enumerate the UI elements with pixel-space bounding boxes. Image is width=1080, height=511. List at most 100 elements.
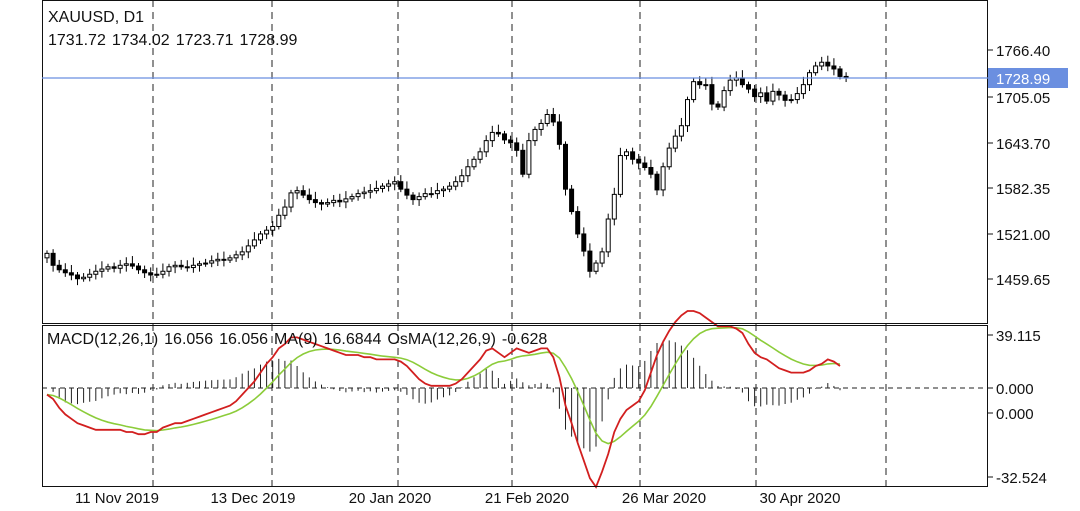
candle xyxy=(123,257,129,272)
candle-body-down xyxy=(136,265,141,271)
candle-body-down xyxy=(319,202,324,205)
candle xyxy=(593,260,599,275)
ohlc-values: 1731.72 1734.02 1723.71 1728.99 xyxy=(48,32,297,50)
candle-body-up xyxy=(471,158,477,168)
candle xyxy=(666,142,672,170)
candle xyxy=(270,221,276,237)
macd-name: MACD(12,26,1) xyxy=(47,331,159,348)
candle xyxy=(306,188,312,204)
candle xyxy=(136,263,141,274)
macd-axis-label: 0.000 xyxy=(996,406,1034,423)
candle xyxy=(770,83,776,106)
candle xyxy=(746,81,751,94)
candle xyxy=(776,88,782,101)
candle-body-down xyxy=(178,264,184,268)
candle xyxy=(526,132,532,179)
candle xyxy=(75,272,80,286)
candle-body-up xyxy=(288,192,294,208)
candle-body-up xyxy=(245,245,251,253)
high-value: 1734.02 xyxy=(111,32,170,49)
candle xyxy=(544,109,550,127)
timeframe-label: D1 xyxy=(123,9,145,26)
candle-body-up xyxy=(160,270,166,275)
candle-body-up xyxy=(197,263,202,266)
candle-body-up xyxy=(465,166,471,177)
candle-body-up xyxy=(392,181,398,185)
candle xyxy=(788,94,794,104)
candle xyxy=(587,243,593,278)
candle-body-down xyxy=(75,274,80,280)
candle xyxy=(672,129,678,153)
price-axis-label: 1459.65 xyxy=(996,272,1050,289)
candle xyxy=(392,176,398,191)
candle xyxy=(258,230,263,245)
candle xyxy=(617,147,623,198)
candle xyxy=(117,259,123,274)
candle-body-up xyxy=(264,229,270,235)
candle xyxy=(373,180,379,194)
candle xyxy=(752,84,758,102)
candle xyxy=(563,141,568,196)
candle-body-up xyxy=(270,225,276,231)
candle-body-down xyxy=(556,121,562,145)
candle xyxy=(715,101,721,111)
candle xyxy=(569,184,575,215)
candle-body-down xyxy=(306,194,312,201)
candle-body-up xyxy=(386,183,392,187)
candle xyxy=(843,72,849,83)
candle-body-up xyxy=(331,199,337,204)
candle-body-down xyxy=(575,211,581,235)
candle xyxy=(288,189,294,213)
candle xyxy=(459,169,465,187)
candle-body-down xyxy=(50,252,56,266)
candle-body-down xyxy=(508,139,514,144)
candle xyxy=(422,188,428,200)
candle-body-up xyxy=(203,262,209,265)
candle xyxy=(319,199,324,211)
date-axis-label: 11 Nov 2019 xyxy=(75,490,159,507)
candle-body-down xyxy=(581,233,587,252)
candle-body-up xyxy=(422,193,428,198)
osma-label: OsMA(12,26,9) xyxy=(387,331,496,348)
candle-body-up xyxy=(611,193,617,220)
macd-axis-label: 39.115 xyxy=(996,328,1041,345)
candle xyxy=(483,135,489,158)
candle xyxy=(251,232,257,249)
candle xyxy=(441,186,446,197)
candle xyxy=(477,147,483,164)
macd-main-line xyxy=(46,310,841,489)
candle-body-down xyxy=(129,263,135,267)
candle xyxy=(471,156,477,170)
candle-body-up xyxy=(258,233,263,241)
candle xyxy=(532,126,538,146)
candle-body-up xyxy=(758,92,764,98)
candle-body-down xyxy=(62,269,68,274)
candle xyxy=(624,148,629,160)
candle xyxy=(160,263,166,279)
candle xyxy=(111,262,117,273)
candle-body-up xyxy=(813,65,819,74)
candle xyxy=(337,193,343,208)
candle xyxy=(367,184,373,199)
date-axis-label: 13 Dec 2019 xyxy=(210,490,295,507)
candle xyxy=(380,183,385,193)
candle xyxy=(245,239,251,259)
candle xyxy=(233,250,239,262)
candle-body-down xyxy=(312,199,318,204)
symbol-name: XAUUSD xyxy=(48,9,115,26)
candle xyxy=(50,249,56,272)
candle-body-up xyxy=(117,264,123,269)
candle-body-up xyxy=(239,251,245,256)
candle xyxy=(807,69,812,91)
candle xyxy=(495,124,501,137)
candle-body-down xyxy=(221,258,227,261)
candle-body-down xyxy=(630,151,636,160)
candle-body-up xyxy=(380,185,385,189)
candle-body-up xyxy=(434,190,440,195)
candle xyxy=(813,61,819,76)
symbol-header: XAUUSD, D1 xyxy=(48,9,144,27)
candle xyxy=(227,254,233,264)
candle-body-down xyxy=(825,61,831,67)
candle-body-up xyxy=(349,196,355,200)
